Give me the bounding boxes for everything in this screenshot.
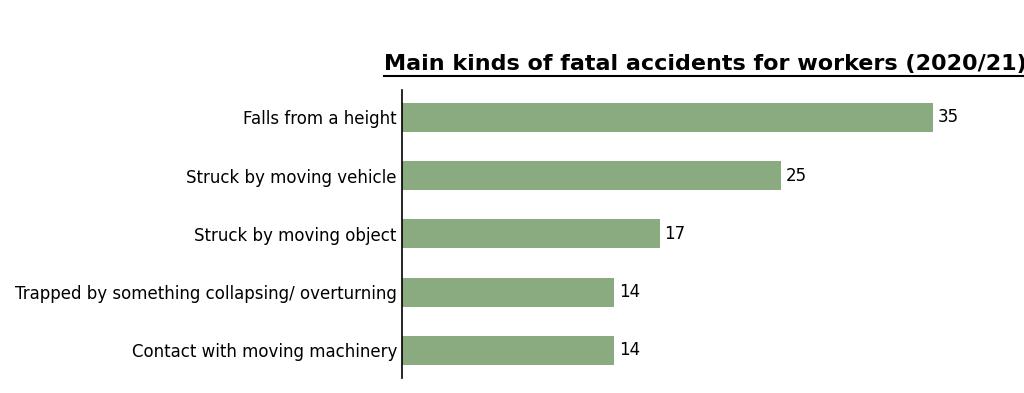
- Bar: [401, 103, 933, 132]
- Bar: [401, 336, 614, 365]
- Bar: [401, 219, 659, 248]
- Text: 14: 14: [618, 283, 640, 301]
- Bar: [401, 277, 614, 307]
- Text: 25: 25: [785, 167, 807, 185]
- Text: 17: 17: [665, 225, 685, 243]
- Text: 14: 14: [618, 342, 640, 359]
- Text: 35: 35: [938, 108, 958, 127]
- Bar: [401, 161, 781, 190]
- Title: Main kinds of fatal accidents for workers (2020/21): Main kinds of fatal accidents for worker…: [384, 54, 1024, 74]
